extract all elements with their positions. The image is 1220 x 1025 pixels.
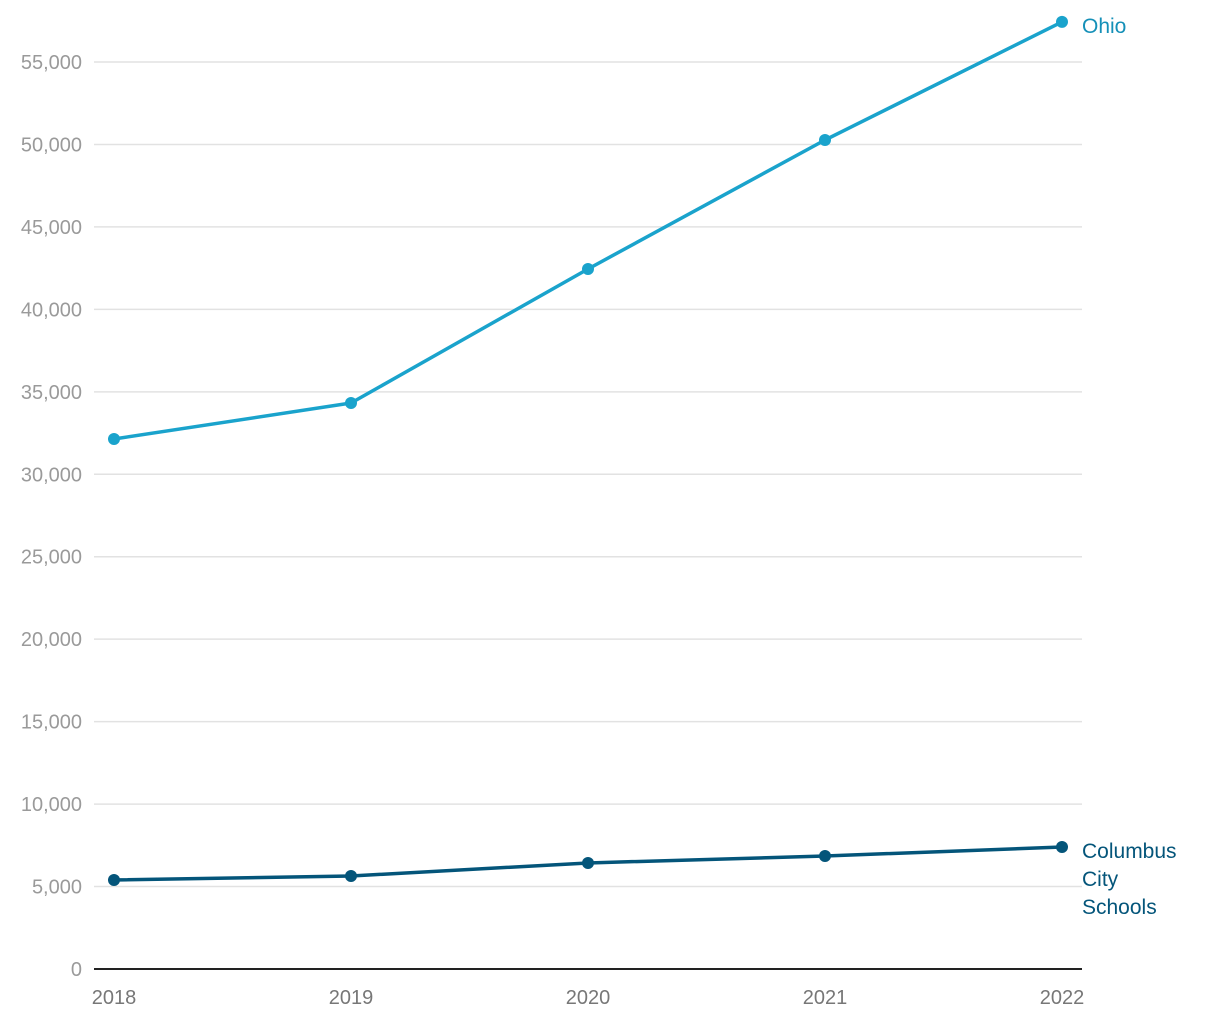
x-tick-label: 2020 xyxy=(566,987,611,1009)
data-point-ohio xyxy=(1056,15,1068,28)
y-tick-label: 30,000 xyxy=(21,464,82,486)
data-point-ohio xyxy=(582,262,594,275)
x-axis-tick-labels: 2018 2019 2020 2021 2022 xyxy=(92,987,1085,1009)
x-tick-label: 2019 xyxy=(329,987,374,1009)
series-label-line: Columbus xyxy=(1082,840,1177,863)
series-label-ohio: Ohio xyxy=(1082,15,1126,38)
y-axis-tick-labels: 0 5,000 10,000 15,000 20,000 25,000 30,000 35,0… xyxy=(21,52,82,981)
data-point-ohio xyxy=(345,397,357,410)
gridlines xyxy=(94,61,1082,888)
data-point-ohio xyxy=(108,432,120,445)
series-ohio: Ohio xyxy=(108,15,1126,445)
y-tick-label: 55,000 xyxy=(21,52,82,74)
y-tick-label: 40,000 xyxy=(21,299,82,321)
y-tick-label: 35,000 xyxy=(21,382,82,404)
series-label-line: Ohio xyxy=(1082,15,1126,38)
x-tick-label: 2022 xyxy=(1040,987,1085,1009)
data-point-columbus-city-schools xyxy=(819,850,831,863)
series-label-columbus-city-schools: Columbus City Schools xyxy=(1082,840,1177,919)
series-group: Ohio Columbus City Schools xyxy=(108,15,1177,919)
data-point-columbus-city-schools xyxy=(1056,840,1068,853)
x-tick-label: 2018 xyxy=(92,987,137,1009)
series-label-line: Schools xyxy=(1082,896,1157,919)
y-tick-label: 10,000 xyxy=(21,794,82,816)
y-tick-label: 20,000 xyxy=(21,629,82,651)
y-tick-label: 15,000 xyxy=(21,712,82,734)
data-point-columbus-city-schools xyxy=(582,856,594,869)
x-tick-label: 2021 xyxy=(803,987,848,1009)
y-tick-label: 50,000 xyxy=(21,134,82,156)
y-tick-label: 45,000 xyxy=(21,217,82,239)
series-columbus-city-schools: Columbus City Schools xyxy=(108,840,1177,919)
data-point-ohio xyxy=(819,134,831,147)
data-point-columbus-city-schools xyxy=(345,869,357,882)
y-tick-label: 25,000 xyxy=(21,547,82,569)
series-label-line: City xyxy=(1082,868,1119,891)
data-point-columbus-city-schools xyxy=(108,873,120,886)
series-line-ohio xyxy=(113,20,1063,441)
y-tick-label: 0 xyxy=(71,959,82,981)
y-tick-label: 5,000 xyxy=(32,877,82,899)
